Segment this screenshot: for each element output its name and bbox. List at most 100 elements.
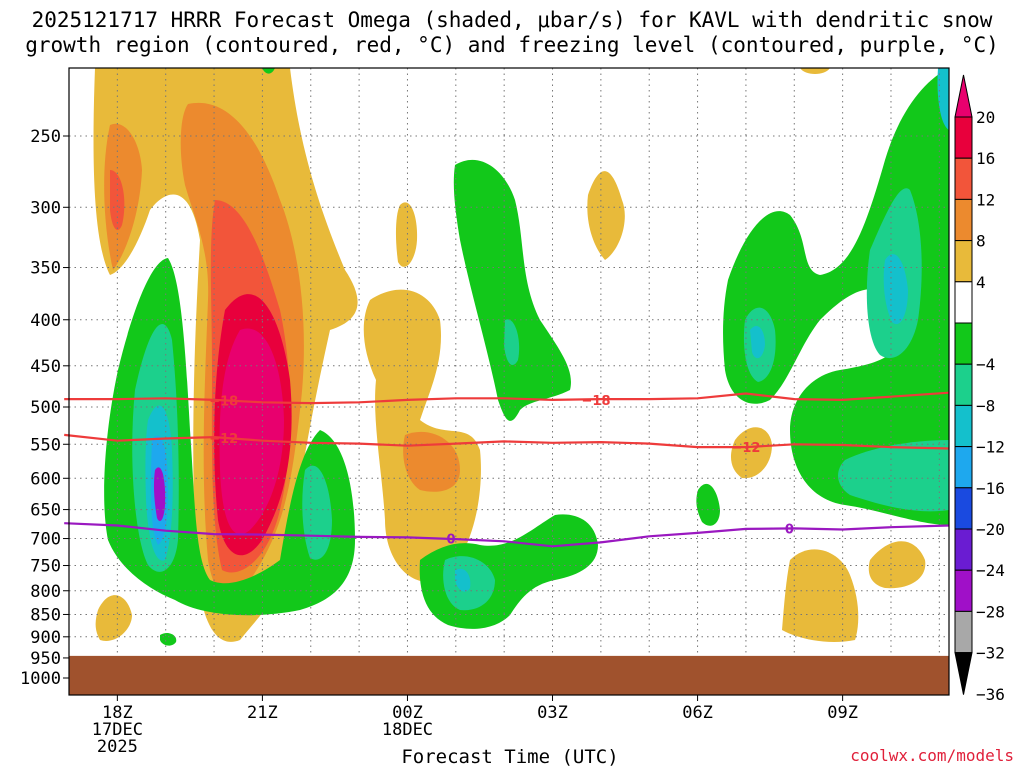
colorbar-swatch (954, 610, 973, 654)
x-tick-label: 00Z (392, 703, 423, 723)
title-line-1: 2025121717 HRRR Forecast Omega (shaded, … (31, 8, 993, 32)
omega-band-neg4-to-neg8 (696, 483, 720, 526)
contour-label: 0 (785, 522, 794, 537)
colorbar-swatch (954, 363, 973, 406)
colorbar-label: 4 (976, 273, 986, 292)
colorbar-label: 8 (976, 232, 986, 251)
colorbar-swatch (954, 116, 973, 159)
omega-band-neg4-to-neg8 (262, 68, 275, 74)
y-tick-label: 600 (30, 469, 61, 489)
colorbar-swatch (954, 404, 973, 448)
y-tick-label: 950 (30, 649, 61, 669)
colorbar-label: −24 (976, 561, 1005, 580)
colorbar-label: 16 (976, 149, 995, 168)
y-tick-label: 450 (30, 357, 61, 377)
contour-line (64, 391, 950, 405)
y-tick-label: 550 (30, 435, 61, 455)
y-tick-label: 800 (30, 582, 61, 602)
y-tick-label: 350 (30, 259, 61, 279)
omega-band-4-to-8 (587, 171, 625, 260)
y-tick-label: 650 (30, 501, 61, 521)
y-axis-ticks: 250 300 350 400 450 500 550 600 650 700 750 800 850 9… (20, 127, 69, 689)
omega-band-neg12-to-neg16 (883, 254, 908, 325)
colorbar-swatch (954, 240, 973, 283)
colorbar-label: −16 (976, 479, 1005, 498)
omega-band-neg12-to-neg16 (937, 68, 949, 130)
y-tick-label: 850 (30, 605, 61, 625)
colorbar-bottom-arrow (954, 652, 973, 695)
omega-band-neg4-to-neg8 (160, 632, 177, 646)
temperature-contours (64, 391, 950, 548)
omega-band-neg12-to-neg16 (455, 568, 471, 592)
contour-labels: −18 −18 −12 −12 0 0 (209, 394, 794, 548)
omega-band-neg28-to-neg32 (153, 467, 166, 522)
colorbar-swatch (954, 322, 973, 365)
colorbar-label: 20 (976, 108, 995, 127)
colorbar-label: −20 (976, 520, 1005, 539)
omega-band-4-to-8 (730, 427, 772, 479)
omega-band-neg4-to-neg8 (453, 159, 571, 421)
x-tick-label: 09Z (827, 703, 858, 723)
x-tick-label: 17DEC (92, 720, 143, 740)
y-tick-label: 250 (30, 127, 61, 147)
ground-fill (69, 655, 949, 695)
omega-shading (93, 68, 949, 646)
x-tick-label: 18DEC (382, 720, 433, 740)
y-tick-label: 1000 (20, 669, 61, 689)
colorbar-label: −32 (976, 644, 1005, 663)
contour-label: −12 (209, 432, 238, 447)
y-tick-label: 500 (30, 398, 61, 418)
x-tick-label: 03Z (537, 703, 568, 723)
title-line-2: growth region (contoured, red, °C) and f… (25, 33, 999, 57)
y-tick-label: 400 (30, 311, 61, 331)
colorbar-swatch (954, 446, 973, 489)
x-tick-label: 18Z (102, 703, 133, 723)
omega-band-neg4-to-neg8 (723, 68, 949, 525)
colorbar-top-arrow (954, 74, 973, 118)
omega-band-8-to-12 (403, 431, 460, 492)
omega-band-neg8-to-neg12 (838, 440, 949, 512)
colorbar: 20 16 12 8 4 −4 −8 −12 −16 −20 −24 −28 −32 −36 (954, 74, 1005, 704)
contour-label: −18 (582, 394, 611, 409)
y-tick-label: 750 (30, 557, 61, 577)
colorbar-label: −12 (976, 438, 1005, 457)
plot-frame (68, 67, 950, 696)
x-axis-label: Forecast Time (UTC) (401, 746, 619, 768)
colorbar-label: −28 (976, 602, 1005, 621)
colorbar-swatch (954, 487, 973, 530)
colorbar-swatch (954, 157, 973, 200)
credit-link[interactable]: coolwx.com/models (850, 746, 1014, 765)
chart-title: 2025121717 HRRR Forecast Omega (shaded, … (0, 8, 1024, 58)
contour-label: −12 (731, 441, 760, 456)
y-tick-label: 700 (30, 530, 61, 550)
contour-label: 0 (446, 533, 455, 548)
omega-band-4-to-8 (95, 595, 132, 641)
colorbar-swatch (954, 281, 973, 324)
colorbar-label: 12 (976, 190, 995, 209)
colorbar-label: −4 (976, 355, 995, 374)
y-tick-label: 300 (30, 198, 61, 218)
contour-line (64, 433, 950, 450)
colorbar-label: −8 (976, 396, 995, 415)
omega-band-neg8-to-neg12 (504, 319, 520, 365)
omega-band-neg12-to-neg16 (750, 325, 765, 359)
ground (69, 655, 949, 695)
omega-band-above-20 (219, 328, 284, 535)
colorbar-swatch (954, 198, 973, 242)
x-tick-label: 21Z (247, 703, 278, 723)
omega-band-4-to-8 (868, 541, 926, 589)
colorbar-swatch (954, 569, 973, 612)
omega-band-4-to-8 (395, 202, 418, 267)
y-tick-label: 900 (30, 628, 61, 648)
omega-band-4-to-8 (782, 549, 859, 642)
omega-band-4-to-8 (800, 68, 830, 74)
grid (69, 68, 949, 695)
x-tick-label: 2025 (97, 737, 138, 757)
contour-label: −18 (209, 395, 238, 410)
contour-line (64, 522, 950, 548)
colorbar-label: −36 (976, 685, 1005, 704)
colorbar-swatch (954, 528, 973, 571)
x-tick-label: 06Z (682, 703, 713, 723)
